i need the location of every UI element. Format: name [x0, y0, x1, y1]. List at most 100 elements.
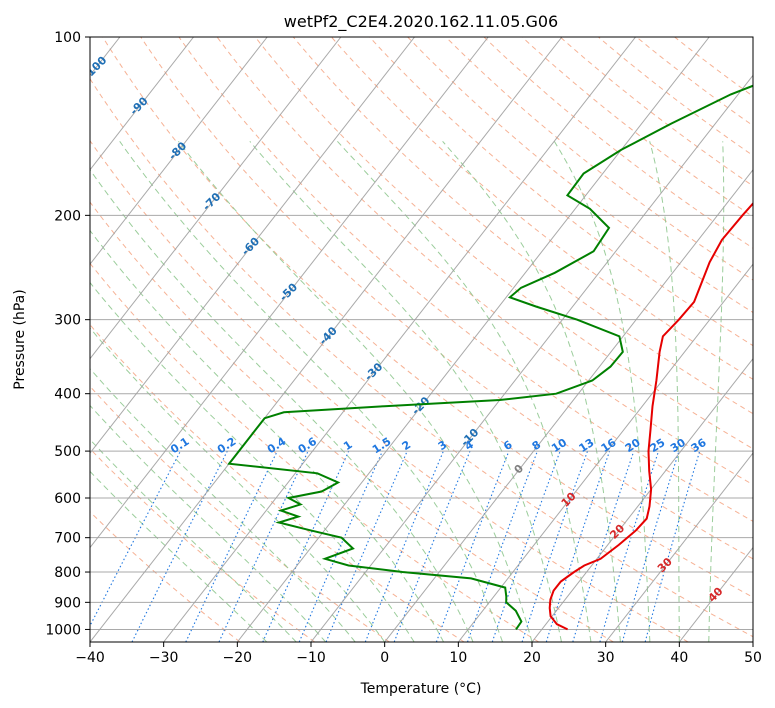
isotherm-line	[90, 37, 194, 171]
dry-adiabat	[90, 511, 241, 642]
mixing-ratio-line	[131, 450, 228, 642]
pressure-grid	[90, 37, 753, 630]
dry-adiabat	[369, 37, 753, 347]
mixing-ratio-label: 20	[623, 436, 643, 455]
dry-adiabats	[90, 37, 753, 642]
plot-area: -100-90-80-70-60-50-40-30-20-10010203040…	[81, 37, 753, 642]
x-axis-ticks: −40 −30 −20 −10 0 10 20 30 40 50	[75, 642, 762, 666]
mixing-ratio-label: 13	[577, 436, 597, 455]
moist-adiabat	[249, 140, 562, 642]
moist-adiabat	[442, 140, 621, 642]
isotherm-label: -40	[317, 324, 340, 347]
mixing-ratio-line	[90, 450, 181, 628]
dry-adiabat	[636, 37, 753, 127]
y-axis-title: Pressure (hPa)	[12, 289, 28, 389]
x-tick-label: 30	[597, 650, 615, 666]
isotherm-line	[752, 641, 753, 642]
mixing-ratio-line	[435, 450, 510, 642]
isotherm-line	[457, 263, 753, 642]
x-tick-label: −40	[75, 650, 105, 666]
mixing-ratio-line	[572, 450, 635, 642]
x-tick-label: 50	[744, 650, 762, 666]
isotherm-label: -30	[362, 360, 385, 383]
mixing-ratio-line	[466, 450, 538, 642]
x-tick-label: −10	[296, 650, 326, 666]
dry-adiabat	[90, 139, 689, 642]
isotherm-line	[605, 452, 753, 642]
dry-adiabat	[254, 37, 753, 450]
dry-adiabat	[102, 37, 753, 598]
y-tick-label: 300	[54, 313, 81, 329]
dry-adiabat	[90, 77, 753, 638]
mixing-ratio-label: 10	[549, 436, 569, 455]
mixing-ratio-label: 0.4	[265, 435, 289, 457]
mixing-ratio-line	[298, 450, 384, 642]
isotherm-line	[163, 37, 636, 642]
mixing-ratio-label: 1.5	[370, 435, 393, 457]
mixing-ratio-line	[621, 450, 680, 642]
mixing-ratio-line	[364, 450, 444, 642]
mixing-ratio-label: 16	[599, 436, 619, 455]
mixing-ratio-line	[491, 450, 561, 642]
isotherm-label: -100	[81, 53, 110, 82]
mixing-ratio-label: 0.1	[168, 435, 191, 457]
y-tick-label: 800	[54, 565, 81, 581]
temperature-line	[548, 201, 753, 631]
isotherm-label: -90	[127, 94, 150, 117]
mixing-ratio-label: 0.2	[215, 435, 238, 457]
dewpoint-line	[227, 84, 753, 630]
x-tick-label: −30	[149, 650, 179, 666]
plot-frame	[89, 36, 754, 643]
mixing-ratio-line	[599, 450, 660, 642]
mixing-ratio-label: 36	[689, 436, 709, 455]
x-tick-label: 40	[670, 650, 688, 666]
y-tick-label: 500	[54, 444, 81, 460]
mixing-ratio-line	[218, 450, 309, 642]
moist-adiabat	[90, 229, 445, 642]
dry-adiabat	[292, 37, 753, 415]
y-tick-label: 900	[54, 595, 81, 611]
mixing-ratio-lines	[90, 450, 701, 642]
isotherm-line	[236, 37, 710, 642]
dry-adiabat	[90, 262, 540, 642]
isotherm-line	[90, 37, 415, 454]
mixing-ratio-label: 30	[668, 436, 688, 455]
x-tick-label: 20	[523, 650, 541, 666]
mixing-ratio-label: 0.6	[296, 435, 320, 457]
moist-adiabat	[90, 404, 327, 642]
dry-adiabat	[90, 447, 315, 642]
mixing-ratio-line	[521, 450, 589, 642]
y-tick-label: 1000	[45, 622, 81, 638]
isotherm-label: -60	[239, 235, 262, 258]
mixing-ratio-line	[644, 450, 701, 642]
dry-adiabat	[407, 37, 753, 314]
moist-adiabat	[90, 168, 474, 642]
isotherm-label: 10	[559, 489, 579, 509]
dry-adiabat	[483, 37, 753, 249]
y-tick-label: 200	[54, 208, 81, 224]
x-axis-title: Temperature (°C)	[360, 681, 482, 697]
isotherm-line	[90, 37, 342, 360]
dry-adiabat	[331, 37, 753, 380]
dry-adiabat	[90, 201, 614, 642]
moist-adiabat	[119, 141, 503, 642]
y-tick-label: 100	[54, 30, 81, 46]
isotherm-label: -20	[409, 394, 432, 417]
moist-adiabat	[553, 141, 651, 642]
isotherm-label: -80	[166, 139, 189, 162]
y-tick-label: 400	[54, 387, 81, 403]
isotherm-line	[90, 37, 268, 266]
chart-title: wetPf2_C2E4.2020.162.11.05.G06	[284, 12, 558, 32]
y-tick-label: 700	[54, 531, 81, 547]
y-tick-label: 600	[54, 491, 81, 507]
moist-adiabat	[90, 470, 268, 642]
isotherm-line	[90, 37, 563, 642]
isotherm-label: 40	[706, 584, 726, 604]
dry-adiabat	[140, 37, 753, 560]
dry-adiabat	[216, 37, 753, 486]
isotherm-line	[531, 357, 753, 642]
dry-adiabat	[90, 323, 465, 642]
y-axis-ticks: 100 200 300 400 500 600 700 800 900 1000	[45, 30, 90, 638]
isotherm-line	[384, 168, 753, 642]
